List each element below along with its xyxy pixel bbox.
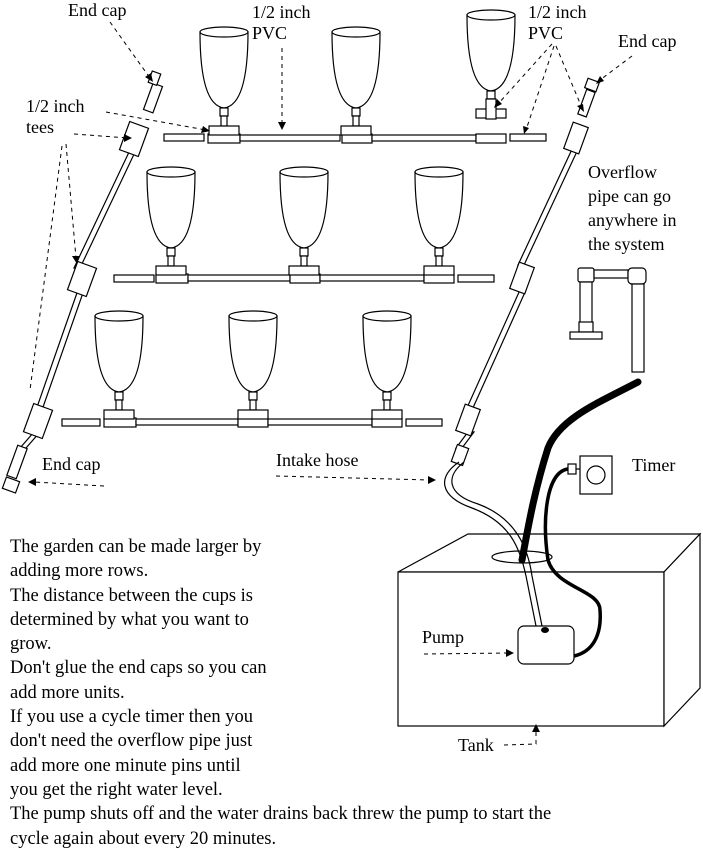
pump-label: Pump [422, 627, 465, 647]
tee-right-2 [508, 261, 536, 295]
leader-lines [28, 21, 633, 746]
tee-left-1 [118, 120, 150, 158]
pump [517, 625, 575, 665]
cup-row-3 [61, 310, 443, 428]
overflow-label-line2: pipe can go [588, 186, 671, 206]
right-rail [450, 77, 601, 467]
note-line: you get the right water level. [10, 779, 223, 800]
overflow-hose [518, 378, 642, 564]
note-line: adding more rows. [10, 561, 149, 582]
end-cap-label-bottom: End cap [42, 454, 101, 474]
cup-row-1 [163, 9, 547, 144]
timer [567, 455, 613, 495]
grow-cup [466, 9, 516, 120]
tees-label: 1/2 inch tees [26, 96, 85, 138]
overflow-pipe [569, 267, 647, 373]
tees-label-line2: tees [26, 117, 54, 137]
tee-left-2 [66, 260, 98, 298]
tee-right-1 [562, 121, 590, 155]
end-cap-label-top-right: End cap [618, 31, 677, 51]
note-line: determined by what you want to [10, 609, 249, 630]
note-line: add more units. [10, 682, 125, 703]
pvc-label-right: 1/2 inch PVC [528, 2, 587, 44]
grow-cup [331, 26, 381, 136]
notes-block: The garden can be made larger by adding … [10, 535, 551, 851]
grow-cup [228, 310, 278, 420]
note-line: If you use a cycle timer then you [10, 707, 253, 728]
grow-cup [279, 166, 329, 276]
timer-label: Timer [632, 455, 676, 475]
note-line: cycle again about every 20 minutes. [10, 828, 277, 849]
cup-row-2 [113, 166, 495, 284]
grow-cup [362, 310, 412, 420]
tees-label-line1: 1/2 inch [26, 96, 85, 116]
tee-right-3 [454, 403, 482, 437]
end-cap-label-top-left: End cap [68, 0, 127, 20]
end-cap-left-bottom [6, 444, 28, 480]
note-line: The garden can be made larger by [10, 537, 262, 557]
grow-cup [414, 166, 464, 276]
left-rail [1, 70, 164, 494]
overflow-label-line1: Overflow [588, 162, 657, 182]
pvc-label-top-line2: PVC [252, 23, 288, 43]
overflow-label-line3: anywhere in [588, 210, 677, 230]
intake-hose-label: Intake hose [276, 450, 359, 470]
grow-cup [94, 310, 144, 420]
overflow-label-line4: the system [588, 234, 665, 254]
note-line: grow. [10, 634, 52, 655]
overflow-label: Overflow pipe can go anywhere in the sys… [588, 160, 676, 256]
grow-cup [199, 26, 249, 136]
pvc-label-top: 1/2 inch PVC [252, 2, 311, 44]
note-line: don't need the overflow pipe just [10, 731, 253, 752]
note-line: The distance between the cups is [10, 585, 253, 606]
note-line: add more one minute pins until [10, 755, 241, 776]
power-cord [543, 467, 602, 658]
pvc-label-right-line1: 1/2 inch [528, 2, 587, 22]
note-line: The pump shuts off and the water drains … [10, 804, 552, 825]
pvc-label-top-line1: 1/2 inch [252, 2, 311, 22]
end-cap-left-top [142, 82, 164, 114]
note-line: Don't glue the end caps so you can [10, 658, 267, 679]
pvc-label-right-line2: PVC [528, 23, 564, 43]
tank [397, 532, 702, 728]
tee-left-3 [22, 402, 54, 440]
end-cap-right-top [577, 88, 596, 118]
grow-cup [146, 166, 196, 276]
tank-label: Tank [458, 735, 494, 755]
